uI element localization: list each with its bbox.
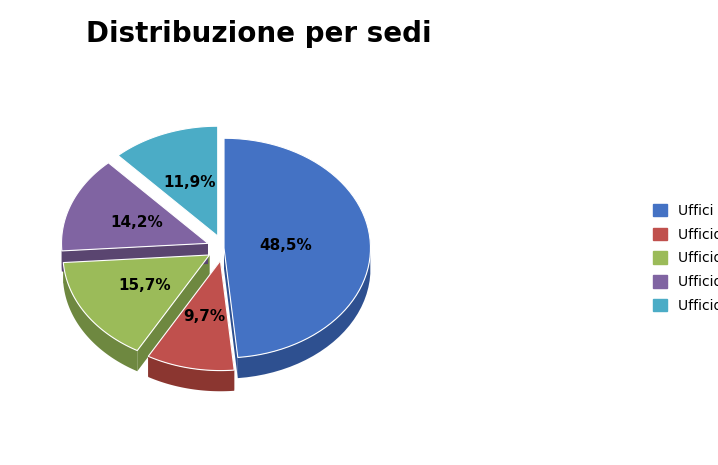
Text: Distribuzione per sedi: Distribuzione per sedi [85,20,432,47]
PathPatch shape [62,243,208,272]
PathPatch shape [62,163,208,251]
PathPatch shape [137,255,210,371]
PathPatch shape [63,255,210,351]
Text: 11,9%: 11,9% [164,175,216,190]
PathPatch shape [238,253,370,378]
Text: 14,2%: 14,2% [111,215,164,230]
Text: 48,5%: 48,5% [259,239,312,253]
PathPatch shape [224,248,238,378]
Text: 9,7%: 9,7% [183,309,225,324]
PathPatch shape [148,261,234,371]
PathPatch shape [63,263,137,371]
Legend: Uffici regionali a Bari, Ufficio di BR, Ufficio di FG, Ufficio di LE, Ufficio di: Uffici regionali a Bari, Ufficio di BR, … [646,197,718,320]
PathPatch shape [148,261,220,377]
PathPatch shape [148,356,234,391]
PathPatch shape [118,126,218,236]
PathPatch shape [63,255,210,283]
PathPatch shape [220,261,234,391]
PathPatch shape [224,138,370,358]
Text: 15,7%: 15,7% [118,278,172,293]
